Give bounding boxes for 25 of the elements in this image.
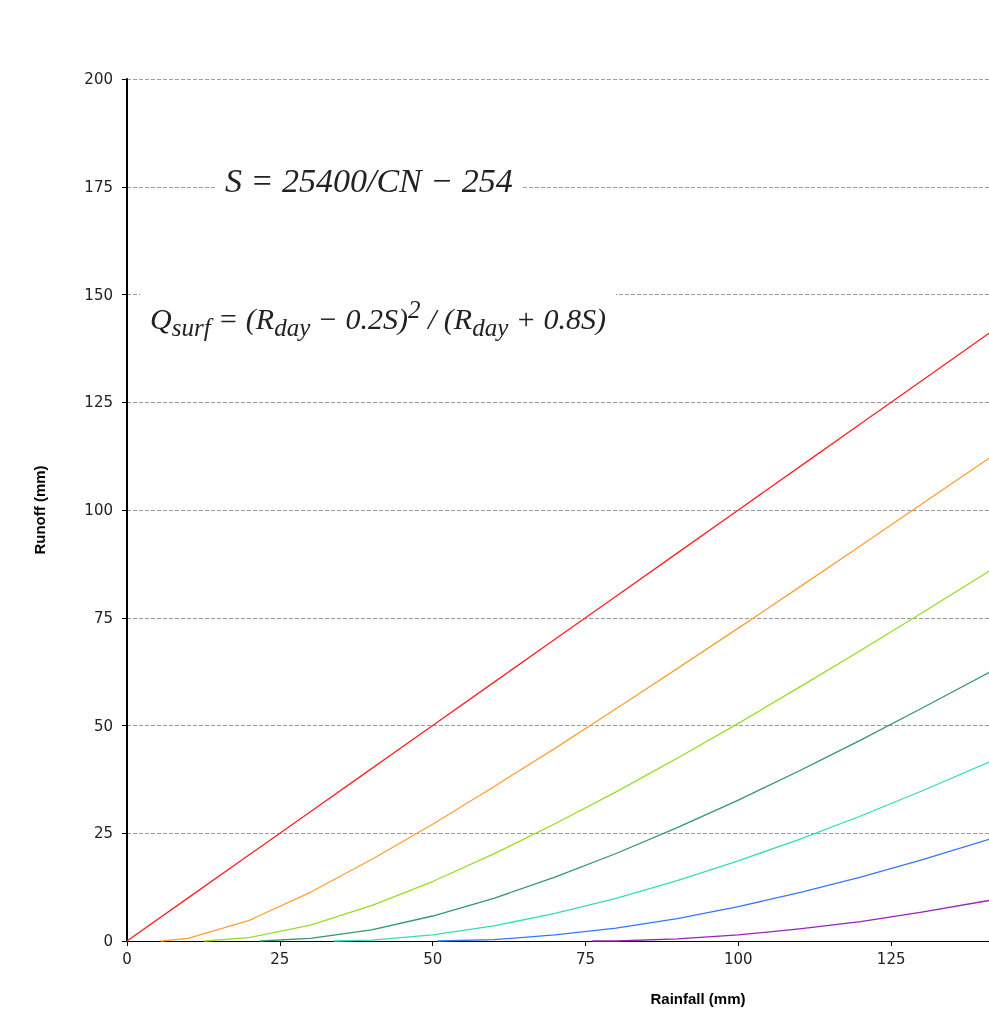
x-tick-label: 25	[270, 949, 290, 968]
line-series	[259, 671, 989, 942]
y-axis-title: Runoff (mm)	[31, 465, 48, 555]
y-tick-label: 150	[84, 285, 113, 304]
line-series	[203, 570, 989, 942]
annotation: S = 25400/CN − 254	[215, 158, 523, 204]
y-tick-label: 75	[93, 608, 113, 627]
line-series	[592, 899, 989, 942]
line-series	[333, 761, 989, 942]
x-tick-label: 75	[575, 949, 596, 968]
y-tick-label: 25	[93, 824, 113, 843]
x-tick-label: 50	[423, 949, 443, 968]
y-tick-label: 200	[84, 70, 113, 88]
line-series	[160, 457, 989, 942]
x-tick-label: 125	[876, 949, 906, 968]
x-tick-label: 100	[724, 949, 753, 968]
y-tick-label: 125	[84, 393, 113, 412]
text: Q$_{surf}$ = (R$_{day}$ − 0.2S)$^{2}$ / (R$_{day}$ + 0.8S)	[150, 296, 606, 341]
x-tick-label: 0	[122, 949, 132, 968]
y-tick-label: 50	[93, 716, 113, 735]
line-series	[436, 838, 989, 942]
x-axis-title: Rainfall (mm)	[650, 990, 746, 1007]
y-tick-label: 175	[84, 177, 113, 196]
y-tick-label: 100	[84, 501, 113, 519]
y-tick-label: 0	[103, 932, 113, 950]
